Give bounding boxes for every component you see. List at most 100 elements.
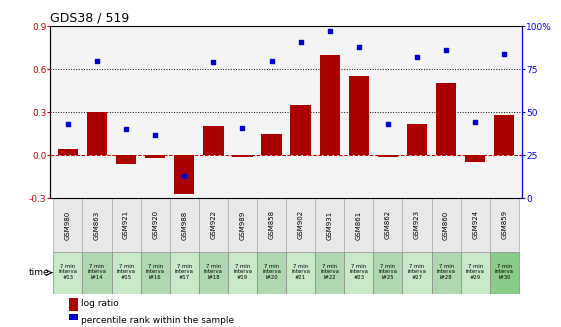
Text: GSM863: GSM863 [94,210,100,240]
Text: log ratio: log ratio [81,300,119,308]
Text: 7 min
interva
l#14: 7 min interva l#14 [88,264,107,280]
Point [442,48,450,53]
Text: GSM931: GSM931 [327,210,333,240]
Bar [174,155,195,194]
Text: time: time [29,268,49,277]
FancyBboxPatch shape [141,198,170,252]
Text: 7 min
interva
l#28: 7 min interva l#28 [436,264,456,280]
Point [383,122,392,127]
FancyBboxPatch shape [374,252,402,294]
Bar [58,149,78,155]
Text: 7 min
interva
l#22: 7 min interva l#22 [320,264,339,280]
Bar [407,124,427,155]
FancyBboxPatch shape [228,198,257,252]
FancyBboxPatch shape [286,252,315,294]
Bar [145,155,165,158]
Point [209,60,218,65]
Point [471,120,480,125]
FancyBboxPatch shape [112,252,141,294]
Text: GSM859: GSM859 [502,210,507,239]
Point [238,125,247,130]
FancyBboxPatch shape [461,198,490,252]
Text: 7 min
interva
#17: 7 min interva #17 [175,264,194,280]
Bar [378,155,398,157]
FancyBboxPatch shape [53,252,82,294]
FancyBboxPatch shape [490,198,519,252]
FancyBboxPatch shape [257,252,286,294]
Text: GSM858: GSM858 [269,210,274,239]
FancyBboxPatch shape [344,198,374,252]
FancyBboxPatch shape [344,252,374,294]
Text: 7 min
interva
l#16: 7 min interva l#16 [146,264,164,280]
FancyBboxPatch shape [228,252,257,294]
Point [325,29,334,34]
Text: 7 min
interva
l#30: 7 min interva l#30 [495,264,514,280]
Point [412,55,421,60]
FancyBboxPatch shape [461,252,490,294]
Point [93,58,102,63]
FancyBboxPatch shape [490,252,519,294]
Text: 7 min
interva
#19: 7 min interva #19 [233,264,252,280]
Bar [87,112,107,155]
FancyBboxPatch shape [141,252,170,294]
FancyBboxPatch shape [431,252,461,294]
Bar [116,155,136,164]
FancyBboxPatch shape [402,198,431,252]
FancyBboxPatch shape [286,198,315,252]
FancyBboxPatch shape [170,198,199,252]
Point [151,132,160,137]
FancyBboxPatch shape [315,198,344,252]
Point [63,122,72,127]
Bar [70,314,78,327]
FancyBboxPatch shape [199,198,228,252]
Text: GSM988: GSM988 [181,210,187,240]
Text: GSM980: GSM980 [65,210,71,240]
Text: 7 min
interva
#27: 7 min interva #27 [408,264,426,280]
Text: GSM989: GSM989 [240,210,246,240]
FancyBboxPatch shape [82,252,112,294]
Point [122,127,131,132]
FancyBboxPatch shape [374,198,402,252]
Bar [232,155,252,157]
Text: 7 min
interva
#21: 7 min interva #21 [291,264,310,280]
Text: GSM902: GSM902 [298,210,304,239]
Text: GSM924: GSM924 [472,210,478,239]
Text: percentile rank within the sample: percentile rank within the sample [81,316,234,325]
Point [355,44,364,49]
Text: GSM920: GSM920 [152,210,158,239]
Point [296,39,305,44]
FancyBboxPatch shape [112,198,141,252]
Text: 7 min
interva
l#20: 7 min interva l#20 [262,264,281,280]
FancyBboxPatch shape [257,198,286,252]
FancyBboxPatch shape [170,252,199,294]
Point [267,58,276,63]
Text: GDS38 / 519: GDS38 / 519 [50,12,130,25]
Bar [465,155,485,162]
FancyBboxPatch shape [82,198,112,252]
Bar [348,76,369,155]
Bar [203,127,224,155]
Text: 7 min
interva
#13: 7 min interva #13 [58,264,77,280]
FancyBboxPatch shape [315,252,344,294]
FancyBboxPatch shape [402,252,431,294]
Text: 7 min
interva
l#18: 7 min interva l#18 [204,264,223,280]
Bar [291,105,311,155]
Text: GSM922: GSM922 [210,210,217,239]
Bar [494,115,514,155]
Bar [436,83,456,155]
Bar [70,298,78,311]
Bar [320,55,340,155]
Bar [261,134,282,155]
Text: GSM861: GSM861 [356,210,362,240]
Text: GSM923: GSM923 [414,210,420,239]
Text: 7 min
interva
#23: 7 min interva #23 [350,264,368,280]
Text: 7 min
interva
#29: 7 min interva #29 [466,264,485,280]
Text: GSM862: GSM862 [385,210,391,239]
Text: GSM921: GSM921 [123,210,129,239]
FancyBboxPatch shape [53,198,82,252]
Text: 7 min
interva
#15: 7 min interva #15 [117,264,136,280]
Point [500,51,509,56]
FancyBboxPatch shape [431,198,461,252]
Text: GSM860: GSM860 [443,210,449,240]
Text: 7 min
interva
l#25: 7 min interva l#25 [379,264,397,280]
